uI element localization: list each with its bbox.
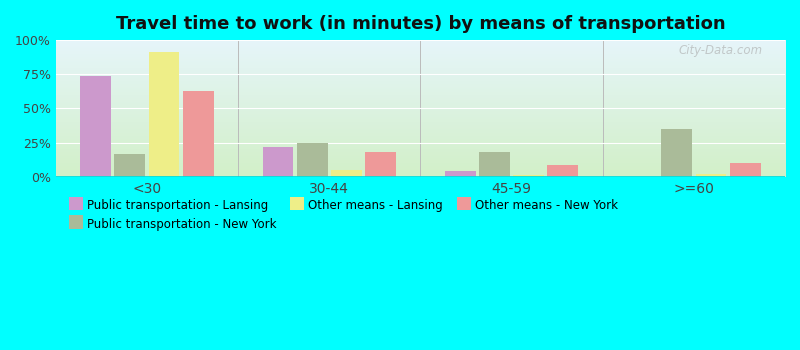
Bar xyxy=(479,152,510,177)
Title: Travel time to work (in minutes) by means of transportation: Travel time to work (in minutes) by mean… xyxy=(115,15,725,33)
Bar xyxy=(445,172,476,177)
Bar xyxy=(514,175,544,177)
Bar xyxy=(80,76,111,177)
Bar xyxy=(182,91,214,177)
Bar xyxy=(365,152,396,177)
Legend: Public transportation - Lansing, Public transportation - New York, Other means -: Public transportation - Lansing, Public … xyxy=(69,199,618,231)
Text: City-Data.com: City-Data.com xyxy=(679,44,763,57)
Bar xyxy=(114,154,145,177)
Bar xyxy=(331,170,362,177)
Bar xyxy=(149,52,179,177)
Bar xyxy=(662,129,692,177)
Bar xyxy=(262,147,294,177)
Bar xyxy=(547,164,578,177)
Bar xyxy=(297,143,327,177)
Bar xyxy=(695,174,726,177)
Bar xyxy=(730,163,761,177)
